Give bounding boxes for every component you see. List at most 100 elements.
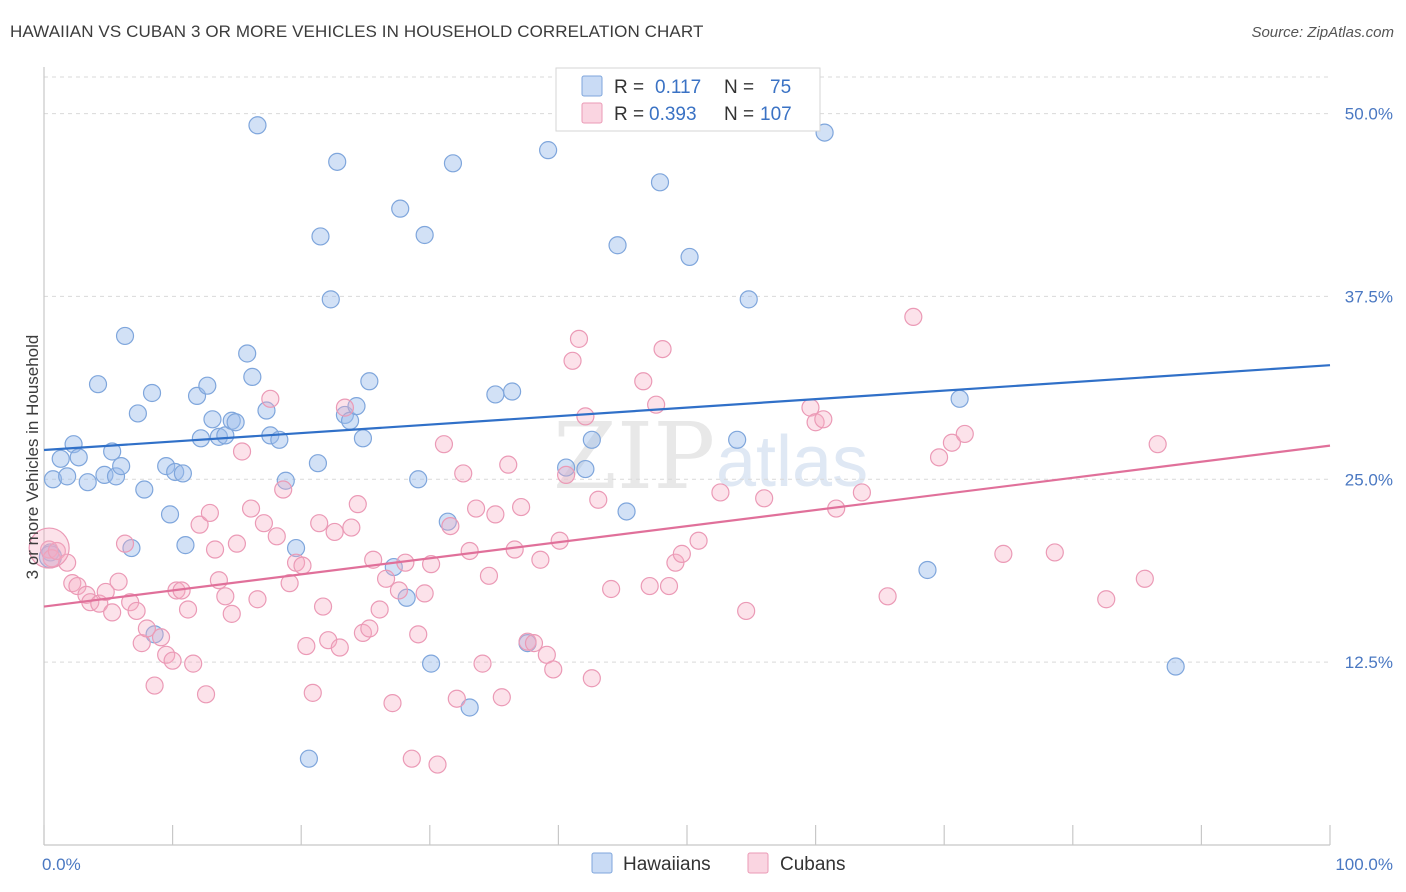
legend-r-value-hawaiians: 0.117	[655, 77, 701, 98]
cubans-point	[280, 574, 299, 593]
cubans-point	[137, 619, 156, 638]
hawaiians-point	[157, 457, 176, 476]
cubans-point	[127, 601, 146, 621]
cubans-point	[376, 569, 396, 588]
hawaiians-point	[160, 505, 180, 524]
legend-n-label-hawaiians: N =	[724, 77, 754, 98]
hawaiians-point	[443, 154, 463, 173]
cubans-point	[531, 550, 550, 569]
hawaiians-point	[360, 372, 379, 391]
hawaiians-point	[415, 225, 434, 245]
cubans-point	[711, 483, 730, 502]
cubans-point	[200, 503, 219, 523]
cubans-point	[557, 465, 576, 484]
hawaiians-point	[557, 458, 576, 477]
hawaiians-point	[142, 383, 162, 403]
hawaiians-point	[950, 389, 969, 408]
cubans-point	[1135, 569, 1154, 588]
hawaiians-trend-line	[43, 364, 1331, 452]
watermark-atlas: atlas	[716, 422, 868, 502]
cubans-point	[370, 600, 389, 619]
cubans-point	[383, 694, 402, 713]
bottom-legend-label-cubans: Cubans	[780, 854, 846, 875]
hawaiians-point	[176, 536, 195, 555]
legend-swatch-hawaiians	[581, 75, 603, 97]
hawaiians-point	[308, 454, 328, 473]
hawaiians-point	[347, 397, 366, 416]
hawaiians-point	[203, 410, 222, 429]
cubans-point	[518, 632, 537, 651]
hawaiians-point	[421, 654, 441, 673]
watermark: ZIP atlas	[553, 403, 868, 510]
cubans-point	[216, 587, 235, 606]
hawaiians-point	[248, 116, 267, 135]
cubans-point	[589, 490, 608, 509]
cubans-point	[852, 483, 871, 502]
cubans-point	[196, 685, 216, 704]
hawaiians-point	[391, 199, 410, 218]
y-axis-label: 3 or more Vehicles in Household	[23, 335, 42, 580]
cubans-point	[227, 534, 246, 553]
cubans-point	[115, 534, 135, 553]
legend-n-label-cubans: N =	[724, 104, 754, 125]
y-tick-label: 12.5%	[1345, 653, 1393, 672]
hawaiians-point	[286, 538, 306, 558]
cubans-point	[389, 581, 409, 600]
cubans-point	[994, 544, 1013, 563]
hawaiians-point	[106, 467, 126, 486]
hawaiians-point	[238, 344, 257, 363]
legend-n-value-hawaiians: 75	[770, 77, 791, 98]
cubans-point	[512, 497, 531, 517]
cubans-point	[569, 329, 589, 348]
hawaiians-point	[728, 430, 747, 449]
hawaiians-point	[198, 376, 217, 395]
hawaiians-point	[58, 467, 77, 486]
y-tick-label: 25.0%	[1345, 470, 1393, 489]
cubans-point	[313, 597, 333, 616]
cubans-point	[205, 540, 225, 559]
cubans-point	[267, 527, 286, 546]
cubans-point	[441, 516, 460, 536]
cubans-point	[582, 669, 601, 688]
hawaiians-point	[135, 480, 154, 499]
cubans-point	[447, 689, 466, 708]
x-tick-label-max: 100.0%	[1335, 855, 1393, 874]
cubans-point	[297, 636, 316, 656]
hawaiians-point	[311, 227, 330, 246]
legend-swatch-cubans	[581, 102, 603, 124]
hawaiians-point	[299, 749, 319, 768]
hawaiians-point	[321, 290, 340, 309]
cubans-point	[576, 407, 595, 426]
legend-r-label-cubans: R =	[614, 104, 644, 125]
cubans-point	[232, 442, 252, 461]
cubans-point	[460, 541, 479, 561]
cubans-point	[1148, 435, 1167, 454]
y-tick-label: 50.0%	[1345, 105, 1393, 124]
cubans-point	[878, 587, 897, 606]
cubans-point	[466, 499, 486, 518]
cubans-point	[634, 372, 653, 391]
cubans-point	[473, 654, 492, 673]
hawaiians-point	[69, 448, 88, 467]
cubans-point	[640, 576, 659, 596]
cubans-point	[261, 389, 280, 408]
cubans-point	[96, 582, 115, 602]
y-tick-labels: 12.5% 25.0% 37.5% 50.0%	[1345, 105, 1393, 673]
hawaiians-point	[539, 141, 558, 160]
cubans-point	[942, 433, 962, 452]
cubans-point	[241, 499, 261, 518]
cubans-point	[325, 522, 344, 542]
hawaiians-point	[128, 404, 147, 423]
cubans-point	[563, 351, 582, 370]
chart-source: Source: ZipAtlas.com	[1251, 24, 1394, 41]
cubans-point	[544, 660, 563, 679]
hawaiians-point	[226, 413, 245, 432]
hawaiians-point	[173, 464, 192, 483]
cubans-point	[109, 572, 128, 591]
hawaiians-point	[608, 236, 627, 255]
watermark-zip: ZIP	[553, 403, 715, 510]
cubans-point	[293, 556, 312, 575]
chart-title: HAWAIIAN VS CUBAN 3 OR MORE VEHICLES IN …	[10, 22, 704, 41]
cubans-point	[524, 634, 544, 653]
cubans-point	[402, 749, 421, 768]
